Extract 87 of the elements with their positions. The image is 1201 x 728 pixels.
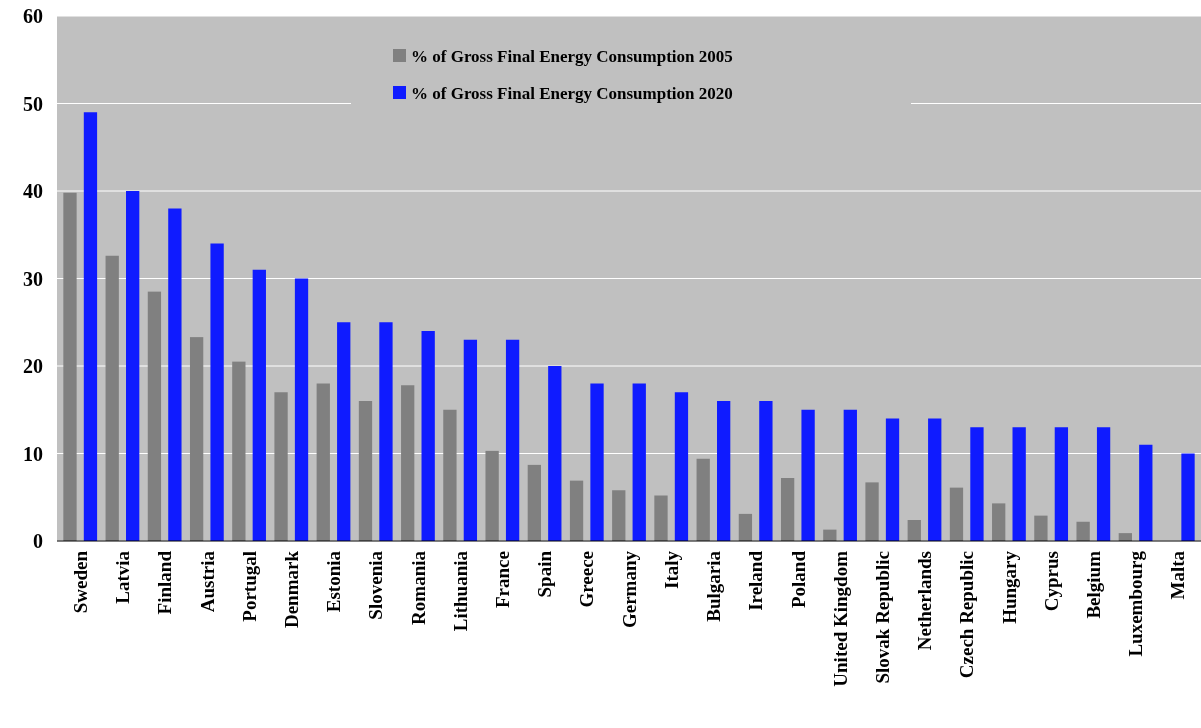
- x-tick-label: Belgium: [1083, 550, 1104, 619]
- legend-label: % of Gross Final Energy Consumption 2020: [411, 83, 733, 103]
- bar: [316, 383, 330, 541]
- x-tick-label: Hungary: [998, 550, 1020, 624]
- bar: [443, 409, 457, 541]
- y-tick-label: 50: [23, 92, 43, 115]
- x-tick-label: France: [492, 551, 514, 608]
- bar: [358, 401, 373, 541]
- bar: [294, 278, 309, 541]
- bar: [717, 401, 731, 541]
- x-tick-label: Denmark: [280, 550, 302, 629]
- bar: [907, 520, 921, 541]
- bar: [865, 482, 879, 541]
- y-tick-label: 60: [23, 5, 43, 27]
- bar: [1096, 427, 1111, 541]
- x-tick-label: Bulgaria: [703, 550, 725, 622]
- bar: [505, 339, 520, 541]
- y-tick-label: 0: [33, 530, 43, 552]
- bar: [252, 269, 266, 541]
- y-tick-label: 10: [23, 442, 43, 465]
- bar: [590, 383, 604, 541]
- x-tick-label: Cyprus: [1040, 551, 1062, 612]
- y-tick-label: 20: [23, 355, 43, 377]
- bar: [612, 490, 626, 541]
- bar: [632, 383, 646, 541]
- bar: [885, 418, 900, 541]
- bar: [463, 339, 478, 541]
- bar: [1139, 444, 1153, 541]
- bar: [928, 418, 942, 541]
- bar: [654, 495, 668, 541]
- x-tick-label: Estonia: [323, 550, 345, 613]
- y-tick-label: 30: [23, 267, 43, 290]
- bar: [780, 478, 795, 541]
- x-tick-label: Spain: [534, 550, 556, 598]
- x-tick-label: Finland: [154, 550, 176, 615]
- bar: [527, 464, 541, 541]
- x-tick-label: Romania: [407, 550, 429, 625]
- bar: [337, 322, 351, 541]
- bar: [232, 361, 246, 541]
- bar: [1012, 427, 1026, 541]
- x-tick-label: Slovak Republic: [871, 551, 893, 684]
- bar: [105, 255, 119, 541]
- x-tick-label: Slovenia: [365, 550, 387, 620]
- bar: [696, 458, 710, 541]
- bar: [801, 409, 815, 541]
- bar: [421, 331, 435, 541]
- bar: [1034, 515, 1048, 541]
- bar: [189, 337, 204, 541]
- bar: [126, 191, 140, 541]
- bar: [485, 450, 499, 541]
- bar: [548, 366, 562, 541]
- bar: [1076, 521, 1090, 541]
- bar: [970, 427, 984, 541]
- bar: [274, 392, 288, 541]
- bar: [674, 392, 689, 541]
- x-tick-label: Luxembourg: [1125, 550, 1147, 657]
- bar: [1181, 453, 1195, 541]
- bar: [759, 401, 773, 541]
- x-tick-label: Czech Republic: [956, 551, 978, 679]
- y-tick-label: 40: [23, 180, 43, 202]
- x-tick-label: Germany: [618, 550, 640, 629]
- x-tick-label: Ireland: [745, 550, 767, 611]
- bar: [63, 192, 77, 541]
- x-tick-label: Lithuania: [449, 550, 471, 632]
- bar: [1054, 427, 1069, 541]
- bar: [738, 513, 753, 541]
- x-tick-label: Netherlands: [914, 551, 936, 651]
- bar: [168, 208, 182, 541]
- x-tick-label: Poland: [787, 550, 809, 609]
- bar: [949, 487, 964, 541]
- x-tick-label: Malta: [1167, 550, 1189, 600]
- bar: [147, 291, 162, 541]
- x-tick-label: Latvia: [112, 550, 134, 604]
- bar: [569, 480, 584, 541]
- x-tick-label: Portugal: [238, 551, 260, 622]
- bar: [401, 385, 415, 541]
- x-tick-label: Austria: [196, 550, 218, 613]
- bar: [843, 409, 857, 541]
- bar: [210, 243, 224, 541]
- x-tick-label: Sweden: [69, 550, 91, 614]
- bar: [379, 322, 393, 541]
- x-tick-label: Italy: [660, 550, 682, 589]
- bar: [992, 503, 1006, 541]
- x-tick-label: Greece: [576, 551, 598, 608]
- x-tick-label: United Kingdom: [829, 550, 851, 687]
- bar: [83, 112, 98, 541]
- legend-label: % of Gross Final Energy Consumption 2005: [411, 46, 733, 66]
